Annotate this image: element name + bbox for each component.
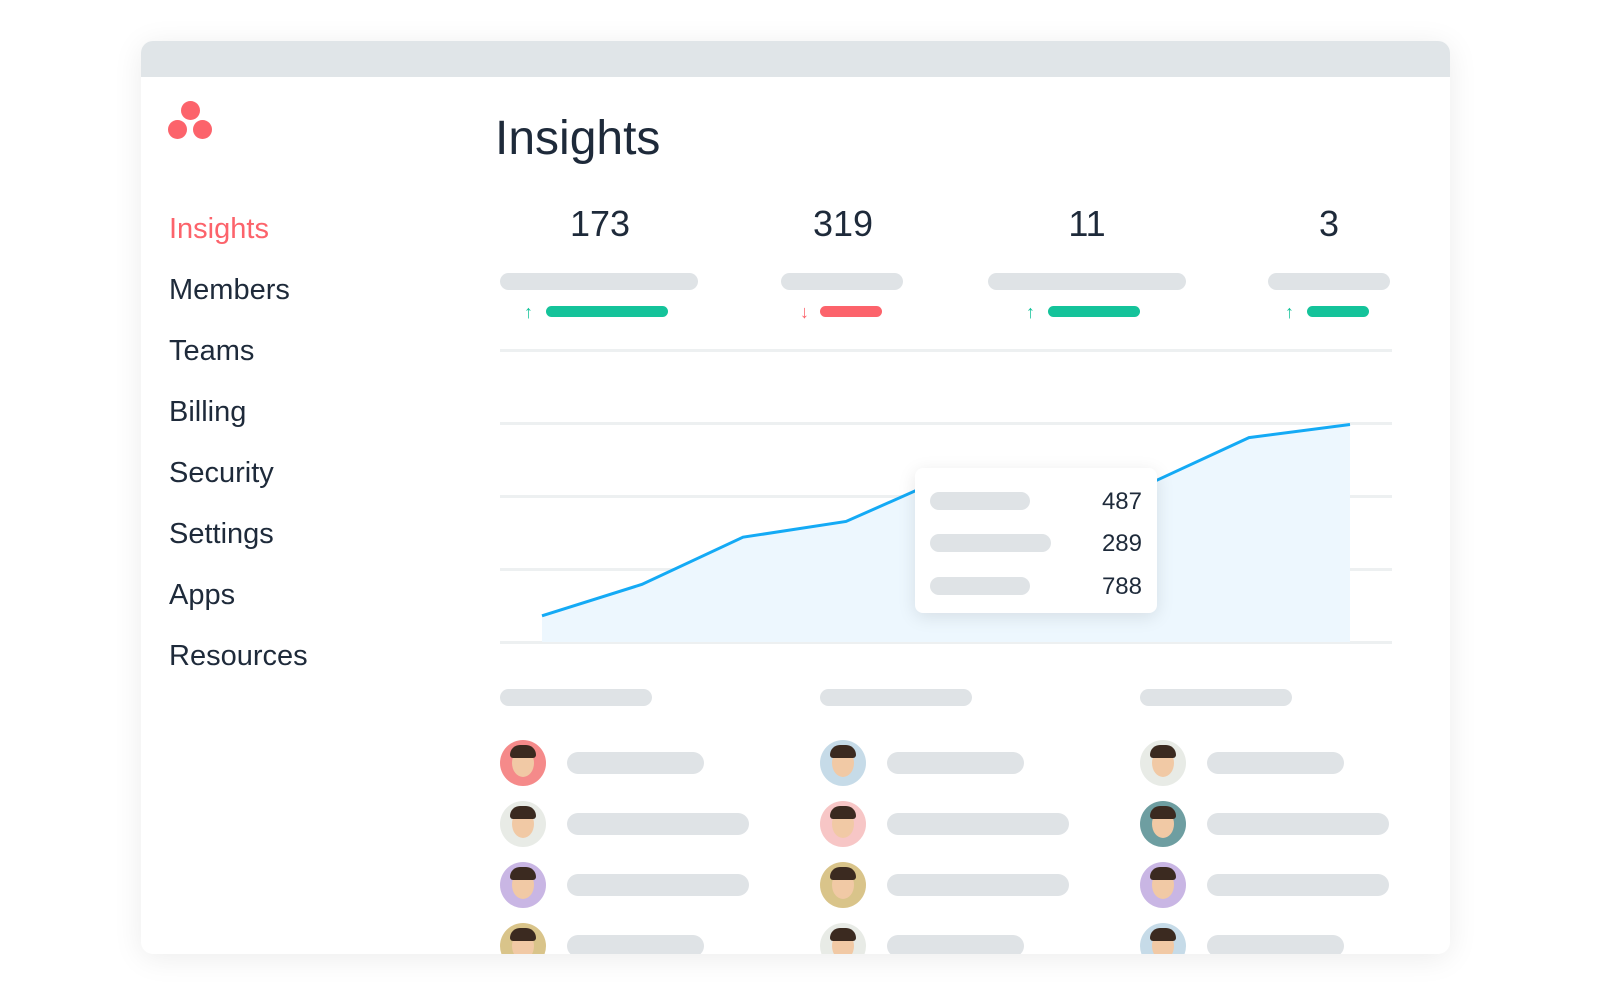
stat-label-placeholder [1268, 273, 1390, 290]
sidebar-item-billing[interactable]: Billing [169, 396, 247, 428]
member-name-placeholder [887, 813, 1069, 835]
member-name-placeholder [567, 752, 704, 774]
avatar-hair [1150, 928, 1176, 941]
member-name-placeholder [887, 935, 1024, 954]
chart-tooltip: 487 289 788 [915, 468, 1157, 613]
avatar-hair [830, 806, 856, 819]
arrow-down-icon: ↓ [800, 302, 809, 322]
avatar-hair [830, 867, 856, 880]
avatar-hair [510, 745, 536, 758]
member-name-placeholder [887, 752, 1024, 774]
tooltip-label-placeholder [930, 577, 1030, 595]
tooltip-label-placeholder [930, 492, 1030, 510]
tooltip-value: 487 [1101, 488, 1142, 515]
chart-gridline [500, 641, 1392, 644]
avatar-hair [830, 745, 856, 758]
chart-gridline [500, 349, 1392, 352]
brand-logo-icon[interactable] [168, 101, 214, 143]
chart-gridline [500, 422, 1392, 425]
app-window: Insights Members Teams Billing Security … [141, 41, 1450, 954]
arrow-up-icon: ↑ [1285, 302, 1294, 322]
member-avatar[interactable] [820, 801, 866, 847]
member-name-placeholder [567, 935, 704, 954]
member-name-placeholder [1207, 874, 1389, 896]
sidebar-item-security[interactable]: Security [169, 457, 274, 489]
avatar-hair [510, 928, 536, 941]
member-avatar[interactable] [500, 862, 546, 908]
avatar-hair [1150, 745, 1176, 758]
sidebar-item-resources[interactable]: Resources [169, 640, 308, 672]
member-avatar[interactable] [1140, 740, 1186, 786]
member-avatar[interactable] [820, 862, 866, 908]
trend-bar-down [820, 306, 882, 317]
trend-bar-up [1307, 306, 1369, 317]
sidebar-item-members[interactable]: Members [169, 274, 290, 306]
column-header-placeholder [820, 689, 972, 706]
member-name-placeholder [567, 813, 749, 835]
sidebar-item-settings[interactable]: Settings [169, 518, 274, 550]
arrow-up-icon: ↑ [1026, 302, 1035, 322]
member-avatar[interactable] [500, 923, 546, 954]
stat-label-placeholder [500, 273, 698, 290]
stat-label-placeholder [781, 273, 903, 290]
avatar-hair [1150, 867, 1176, 880]
avatar-hair [830, 928, 856, 941]
stat-value: 3 [1318, 203, 1340, 244]
tooltip-value: 788 [1101, 573, 1142, 600]
avatar-hair [510, 867, 536, 880]
arrow-up-icon: ↑ [524, 302, 533, 322]
stat-label-placeholder [988, 273, 1186, 290]
member-avatar[interactable] [820, 740, 866, 786]
member-avatar[interactable] [1140, 923, 1186, 954]
member-name-placeholder [1207, 935, 1344, 954]
member-name-placeholder [567, 874, 749, 896]
sidebar-item-apps[interactable]: Apps [169, 579, 236, 611]
member-avatar[interactable] [1140, 862, 1186, 908]
sidebar-item-teams[interactable]: Teams [169, 335, 255, 367]
member-name-placeholder [1207, 752, 1344, 774]
member-avatar[interactable] [1140, 801, 1186, 847]
member-avatar[interactable] [500, 801, 546, 847]
trend-bar-up [1048, 306, 1140, 317]
member-avatar[interactable] [820, 923, 866, 954]
stat-value: 11 [1068, 203, 1106, 244]
trend-bar-up [546, 306, 668, 317]
member-name-placeholder [887, 874, 1069, 896]
member-avatar[interactable] [500, 740, 546, 786]
stat-value: 173 [569, 203, 631, 244]
stat-value: 319 [812, 203, 874, 244]
sidebar-item-insights[interactable]: Insights [169, 213, 269, 245]
page-title: Insights [495, 112, 661, 165]
tooltip-label-placeholder [930, 534, 1051, 552]
column-header-placeholder [1140, 689, 1292, 706]
column-header-placeholder [500, 689, 652, 706]
tooltip-value: 289 [1101, 530, 1142, 557]
member-name-placeholder [1207, 813, 1389, 835]
window-titlebar [141, 41, 1450, 77]
sidebar-nav: Insights Members Teams Billing Security … [169, 209, 308, 697]
avatar-hair [1150, 806, 1176, 819]
avatar-hair [510, 806, 536, 819]
